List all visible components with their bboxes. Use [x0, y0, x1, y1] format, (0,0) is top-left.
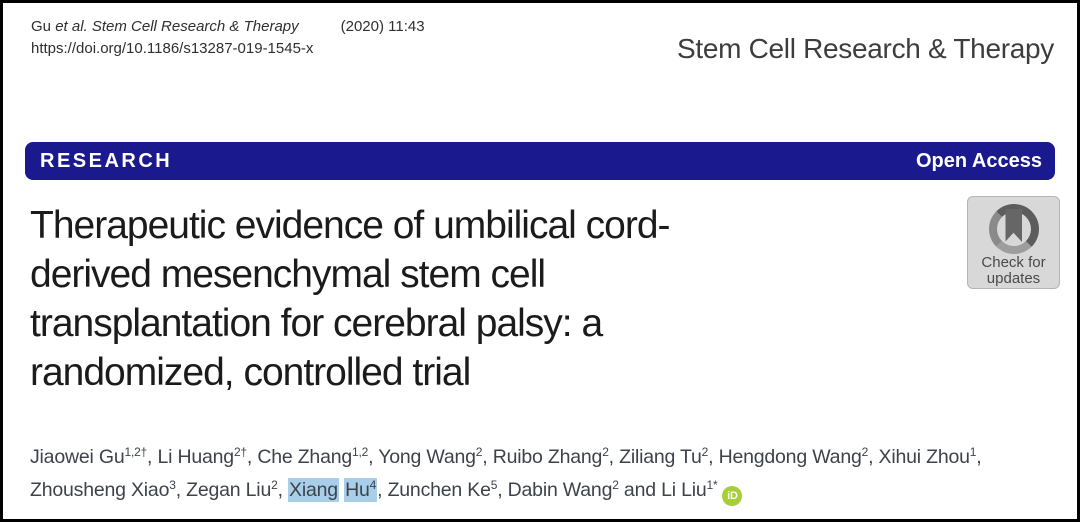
- author: Ruibo Zhang2: [492, 445, 609, 468]
- author-affiliation-superscript: 2: [861, 445, 869, 460]
- author-separator: and: [618, 479, 662, 501]
- author-affiliation-superscript: 3: [169, 478, 176, 493]
- author-affiliation-superscript: 2: [612, 478, 619, 493]
- author-separator: ,: [277, 479, 289, 501]
- author-affiliation-superscript: 1,2†: [124, 445, 148, 460]
- author-separator: ,: [377, 479, 388, 501]
- author-separator: ,: [976, 446, 982, 468]
- author: Xihui Zhou1: [878, 445, 977, 468]
- author: Ziliang Tu2: [619, 445, 709, 468]
- citation-authors: Gu: [31, 18, 56, 35]
- title-line-4: randomized, controlled trial: [30, 351, 471, 394]
- orcid-icon[interactable]: iD: [722, 486, 743, 506]
- author-affiliation-superscript: 1*: [706, 478, 718, 493]
- open-access-label: Open Access: [916, 149, 1042, 172]
- author: Zhousheng Xiao3: [30, 478, 176, 501]
- author-separator: ,: [246, 446, 258, 468]
- article-title: Therapeutic evidence of umbilical cord- …: [30, 201, 671, 397]
- header-citation: Gu et al. Stem Cell Research & Therapy (2…: [31, 16, 425, 60]
- author-affiliation-superscript: 5: [490, 478, 498, 493]
- author: Li Huang2†: [157, 445, 247, 468]
- bookmark-ribbon-icon: [1005, 209, 1022, 242]
- crossmark-icon: [988, 204, 1039, 254]
- citation-issue: (2020) 11:43: [340, 18, 425, 35]
- author-affiliation-superscript: 4: [369, 478, 377, 493]
- author-separator: ,: [482, 446, 493, 468]
- check-for-updates-badge[interactable]: Check for updates: [967, 196, 1060, 289]
- author: Dabin Wang2: [507, 478, 619, 501]
- article-type-banner: RESEARCH Open Access: [25, 142, 1055, 180]
- author-list: Jiaowei Gu1,2†, Li Huang2†, Che Zhang1,2…: [30, 441, 1058, 507]
- author-affiliation-superscript: 2: [701, 445, 709, 460]
- author-separator: ,: [175, 479, 187, 501]
- author-separator: ,: [147, 446, 158, 468]
- title-line-1: Therapeutic evidence of umbilical cord-: [30, 204, 671, 247]
- author-separator: ,: [497, 479, 508, 501]
- author-separator: ,: [708, 446, 719, 468]
- research-label: RESEARCH: [40, 149, 173, 172]
- author: Zunchen Ke5: [387, 478, 498, 501]
- author-search-highlight: Hu4: [344, 478, 378, 502]
- author: Yong Wang2: [378, 445, 483, 468]
- citation-line: Gu et al. Stem Cell Research & Therapy (2…: [31, 16, 425, 38]
- author-separator: ,: [868, 446, 879, 468]
- author: Hengdong Wang2: [718, 445, 869, 468]
- author-affiliation-superscript: 2†: [233, 445, 247, 460]
- doi-link[interactable]: https://doi.org/10.1186/s13287-019-1545-…: [31, 40, 314, 57]
- journal-masthead: Stem Cell Research & Therapy: [676, 33, 1054, 64]
- author-affiliation-superscript: 2: [475, 445, 483, 460]
- title-line-2: derived mesenchymal stem cell: [30, 253, 546, 296]
- author-search-highlight: Xiang: [288, 478, 339, 502]
- citation-journal: et al. Stem Cell Research & Therapy: [55, 18, 299, 35]
- author-affiliation-superscript: 2: [602, 445, 609, 460]
- author: Li Liu1*iD: [661, 478, 743, 506]
- author-affiliation-superscript: 1,2: [352, 445, 369, 460]
- author-separator: ,: [608, 446, 620, 468]
- check-for-updates-label: Check for updates: [981, 254, 1046, 287]
- author: Xiang Hu4: [288, 478, 378, 502]
- author: Jiaowei Gu1,2†: [30, 445, 148, 468]
- title-line-3: transplantation for cerebral palsy: a: [30, 302, 603, 345]
- author-separator: ,: [368, 446, 379, 468]
- author-affiliation-superscript: 1: [969, 445, 977, 460]
- author-affiliation-superscript: 2: [271, 478, 278, 493]
- author: Zegan Liu2: [186, 478, 278, 501]
- author: Che Zhang1,2: [257, 445, 369, 468]
